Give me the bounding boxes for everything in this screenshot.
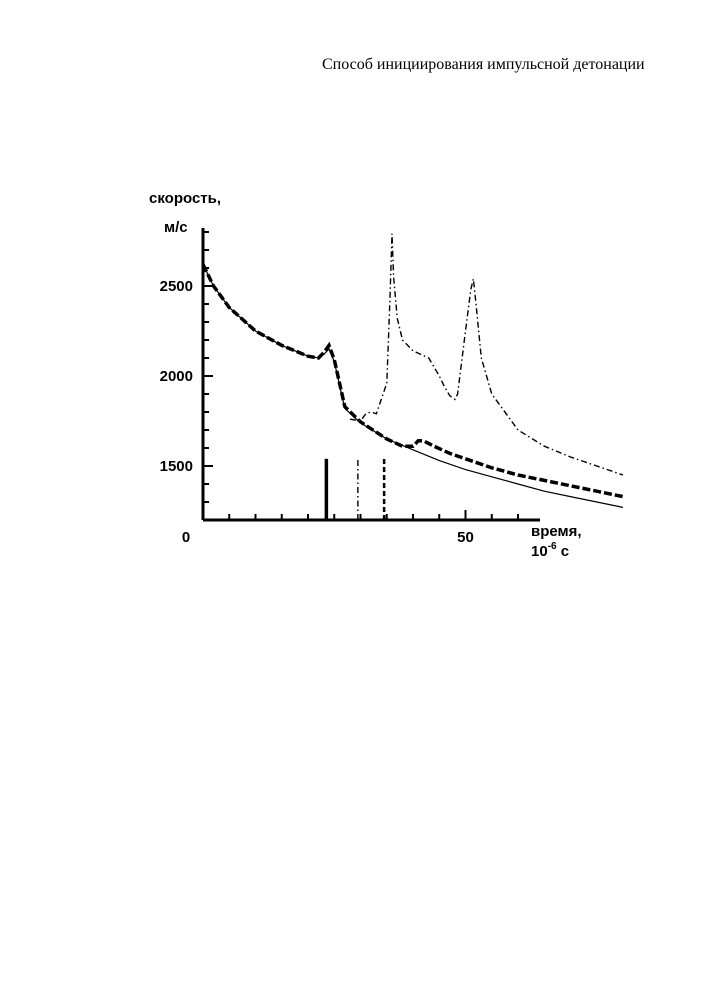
y-tick-label: 2000 <box>160 368 193 385</box>
y-axis-label-line2: м/с <box>164 219 188 236</box>
x-tick-label: 50 <box>457 529 474 546</box>
series-line-dashdot <box>350 234 623 475</box>
x-axis-label-line1: время, <box>531 523 582 540</box>
x-axis-unit-base: 10 <box>531 543 548 560</box>
x-axis-label-line2: 10-6 с <box>531 541 569 560</box>
series-line-dashed-bold <box>203 264 623 496</box>
x-axis-unit: с <box>557 543 570 560</box>
x-tick-label: 0 <box>182 529 190 546</box>
y-tick-label: 2500 <box>160 278 193 295</box>
series-line-solid-thin <box>203 264 623 507</box>
y-tick-label: 1500 <box>160 458 193 475</box>
y-axis-label-line1: скорость, <box>149 190 221 207</box>
